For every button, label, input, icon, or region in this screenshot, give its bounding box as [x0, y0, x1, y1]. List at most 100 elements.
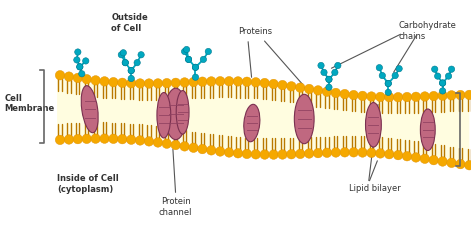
Circle shape — [456, 90, 465, 100]
Circle shape — [429, 91, 438, 101]
Circle shape — [138, 52, 144, 58]
Circle shape — [189, 77, 198, 87]
Circle shape — [385, 80, 392, 87]
Circle shape — [91, 134, 100, 143]
Circle shape — [64, 72, 73, 81]
Circle shape — [134, 60, 140, 66]
Circle shape — [216, 77, 225, 86]
Text: Inside of Cell
(cytoplasm): Inside of Cell (cytoplasm) — [57, 174, 119, 194]
Circle shape — [82, 58, 89, 64]
Circle shape — [392, 72, 398, 79]
Circle shape — [128, 75, 135, 82]
Circle shape — [379, 72, 385, 79]
Circle shape — [260, 150, 269, 159]
Circle shape — [326, 84, 332, 90]
Circle shape — [182, 48, 188, 55]
Circle shape — [200, 56, 207, 63]
Circle shape — [136, 136, 145, 145]
Circle shape — [171, 78, 181, 87]
Text: Lipid bilayer: Lipid bilayer — [349, 184, 401, 193]
Circle shape — [393, 150, 403, 160]
Circle shape — [287, 82, 296, 91]
Circle shape — [260, 78, 269, 88]
Ellipse shape — [294, 94, 314, 144]
Circle shape — [180, 142, 189, 151]
Circle shape — [233, 148, 243, 158]
Text: Outside
of Cell: Outside of Cell — [111, 13, 148, 33]
Circle shape — [439, 88, 446, 94]
Circle shape — [122, 60, 128, 66]
Circle shape — [153, 138, 163, 147]
Circle shape — [322, 87, 332, 96]
Circle shape — [326, 76, 332, 83]
Circle shape — [349, 148, 358, 157]
Circle shape — [384, 92, 394, 102]
Circle shape — [91, 76, 100, 85]
Circle shape — [465, 90, 474, 100]
Text: Protein
channel: Protein channel — [159, 197, 192, 217]
Circle shape — [185, 56, 191, 63]
Circle shape — [55, 135, 65, 145]
Circle shape — [349, 90, 358, 100]
Circle shape — [340, 148, 349, 157]
Circle shape — [375, 92, 385, 102]
Circle shape — [420, 92, 429, 101]
Circle shape — [144, 79, 154, 88]
Circle shape — [411, 153, 421, 162]
Circle shape — [321, 69, 327, 76]
Ellipse shape — [365, 103, 381, 147]
Circle shape — [332, 69, 338, 76]
Circle shape — [77, 64, 83, 70]
Circle shape — [396, 65, 402, 72]
Circle shape — [162, 139, 172, 148]
Circle shape — [447, 91, 456, 100]
Circle shape — [385, 89, 392, 95]
Circle shape — [335, 62, 341, 69]
Circle shape — [251, 78, 261, 87]
Circle shape — [402, 92, 412, 102]
Circle shape — [438, 157, 447, 166]
Circle shape — [304, 149, 314, 158]
Circle shape — [192, 64, 199, 70]
Circle shape — [384, 149, 394, 159]
Circle shape — [64, 135, 73, 144]
Circle shape — [73, 134, 82, 144]
Circle shape — [429, 155, 438, 165]
Circle shape — [118, 78, 127, 87]
Circle shape — [192, 74, 199, 80]
Circle shape — [367, 148, 376, 158]
Circle shape — [127, 78, 136, 88]
Circle shape — [375, 149, 385, 158]
Circle shape — [180, 78, 189, 87]
Circle shape — [82, 134, 91, 144]
Circle shape — [153, 79, 163, 88]
Polygon shape — [57, 79, 469, 161]
Circle shape — [456, 159, 465, 169]
Circle shape — [431, 66, 438, 72]
Circle shape — [75, 49, 81, 55]
Circle shape — [304, 84, 314, 94]
Circle shape — [162, 78, 172, 88]
Circle shape — [118, 134, 127, 144]
Circle shape — [278, 80, 287, 90]
Circle shape — [216, 147, 225, 156]
Circle shape — [331, 148, 341, 157]
Circle shape — [269, 150, 278, 159]
Circle shape — [55, 70, 65, 80]
Circle shape — [447, 158, 456, 168]
Circle shape — [269, 79, 278, 89]
Circle shape — [205, 48, 211, 55]
Circle shape — [192, 64, 199, 70]
Circle shape — [438, 91, 447, 100]
Circle shape — [207, 146, 216, 155]
Circle shape — [122, 60, 128, 66]
Circle shape — [109, 78, 118, 87]
Circle shape — [242, 149, 252, 159]
Circle shape — [144, 137, 154, 146]
Ellipse shape — [176, 91, 189, 134]
Circle shape — [393, 92, 403, 102]
Circle shape — [224, 77, 234, 86]
Text: Carbohydrate
chains: Carbohydrate chains — [398, 21, 456, 41]
Circle shape — [439, 80, 446, 86]
Circle shape — [385, 80, 392, 87]
